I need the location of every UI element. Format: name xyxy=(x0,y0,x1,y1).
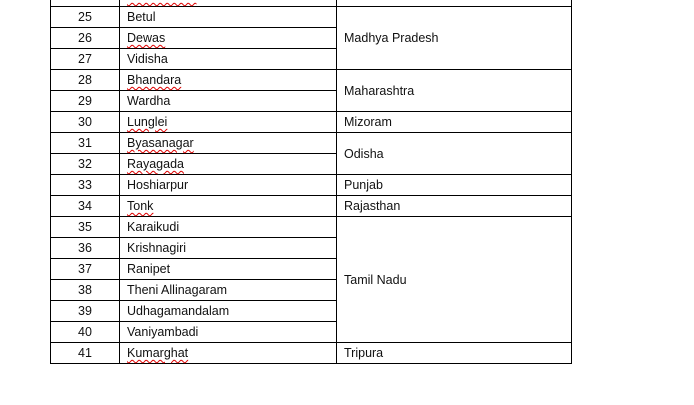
table-row: 38 Theni Allinagaram xyxy=(50,279,572,301)
table-row: 25 Betul Madhya Pradesh xyxy=(50,6,572,70)
district-cell: Wardha xyxy=(119,90,337,112)
row-number: 26 xyxy=(50,27,120,49)
district-cell: Udhagamandalam xyxy=(119,300,337,322)
row-number: 32 xyxy=(50,153,120,175)
row-number: 27 xyxy=(50,48,120,70)
row-number: 33 xyxy=(50,174,120,196)
district-name: Tonk xyxy=(127,199,154,213)
row-number: 34 xyxy=(50,195,120,217)
table-row: 31 Byasanagar Odisha xyxy=(50,132,572,175)
row-number: 39 xyxy=(50,300,120,322)
state-cell: Madhya Pradesh xyxy=(336,6,572,70)
state-cell: Odisha xyxy=(336,132,572,175)
state-cell: Tripura xyxy=(336,342,572,364)
district-cell: Betul xyxy=(119,6,337,28)
table-row: 35 Karaikudi Tamil Nadu xyxy=(50,216,572,343)
district-name: Betul xyxy=(127,10,156,24)
district-table: 25 Betul Madhya Pradesh 26 Dewas 27 Vidisha 28 B… xyxy=(50,0,572,364)
district-name: Byasanagar xyxy=(127,136,194,150)
district-name: Karaikudi xyxy=(127,220,180,234)
row-number: 35 xyxy=(50,216,120,238)
row-number: 36 xyxy=(50,237,120,259)
district-cell: Tonk xyxy=(119,195,337,217)
state-cell: Maharashtra xyxy=(336,69,572,112)
table-row: 33 Hoshiarpur Punjab xyxy=(50,174,572,196)
district-cell: Dewas xyxy=(119,27,337,49)
row-number: 28 xyxy=(50,69,120,91)
table-row: 29 Wardha xyxy=(50,90,572,112)
table-row: 30 Lunglei Mizoram xyxy=(50,111,572,133)
district-name: Udhagamandalam xyxy=(127,304,230,318)
row-number: 29 xyxy=(50,90,120,112)
district-cell: Hoshiarpur xyxy=(119,174,337,196)
district-cell: Ranipet xyxy=(119,258,337,280)
district-name: Krishnagiri xyxy=(127,241,187,255)
table-row: 28 Bhandara Maharashtra xyxy=(50,69,572,112)
row-number: 31 xyxy=(50,132,120,154)
district-name: Vidisha xyxy=(127,52,168,66)
table-row: 34 Tonk Rajasthan xyxy=(50,195,572,217)
district-cell: Lunglei xyxy=(119,111,337,133)
district-cell: Kumarghat xyxy=(119,342,337,364)
district-name: Kumarghat xyxy=(127,346,189,360)
row-number: 40 xyxy=(50,321,120,343)
state-cell: Rajasthan xyxy=(336,195,572,217)
table-row: 27 Vidisha xyxy=(50,48,572,70)
district-name: Ranipet xyxy=(127,262,171,276)
state-cell: Mizoram xyxy=(336,111,572,133)
district-cell: Karaikudi xyxy=(119,216,337,238)
row-number: 41 xyxy=(50,342,120,364)
row-number: 38 xyxy=(50,279,120,301)
district-cell: Vaniyambadi xyxy=(119,321,337,343)
district-cell: Rayagada xyxy=(119,153,337,175)
table-row: 32 Rayagada xyxy=(50,153,572,175)
district-cell: Krishnagiri xyxy=(119,237,337,259)
district-name: Wardha xyxy=(127,94,171,108)
row-number: 37 xyxy=(50,258,120,280)
district-cell: Theni Allinagaram xyxy=(119,279,337,301)
state-cell: Punjab xyxy=(336,174,572,196)
row-number: 30 xyxy=(50,111,120,133)
district-name: Vaniyambadi xyxy=(127,325,199,339)
district-cell: Byasanagar xyxy=(119,132,337,154)
district-cell: Vidisha xyxy=(119,48,337,70)
district-name xyxy=(127,0,196,3)
table-row: 41 Kumarghat Tripura xyxy=(50,342,572,364)
state-cell: Tamil Nadu xyxy=(336,216,572,343)
table-row: 26 Dewas xyxy=(50,27,572,49)
district-name: Dewas xyxy=(127,31,166,45)
district-name: Hoshiarpur xyxy=(127,178,189,192)
district-name: Rayagada xyxy=(127,157,184,171)
district-name: Theni Allinagaram xyxy=(127,283,228,297)
row-number: 25 xyxy=(50,6,120,28)
district-cell: Bhandara xyxy=(119,69,337,91)
district-name: Lunglei xyxy=(127,115,168,129)
district-name: Bhandara xyxy=(127,73,182,87)
